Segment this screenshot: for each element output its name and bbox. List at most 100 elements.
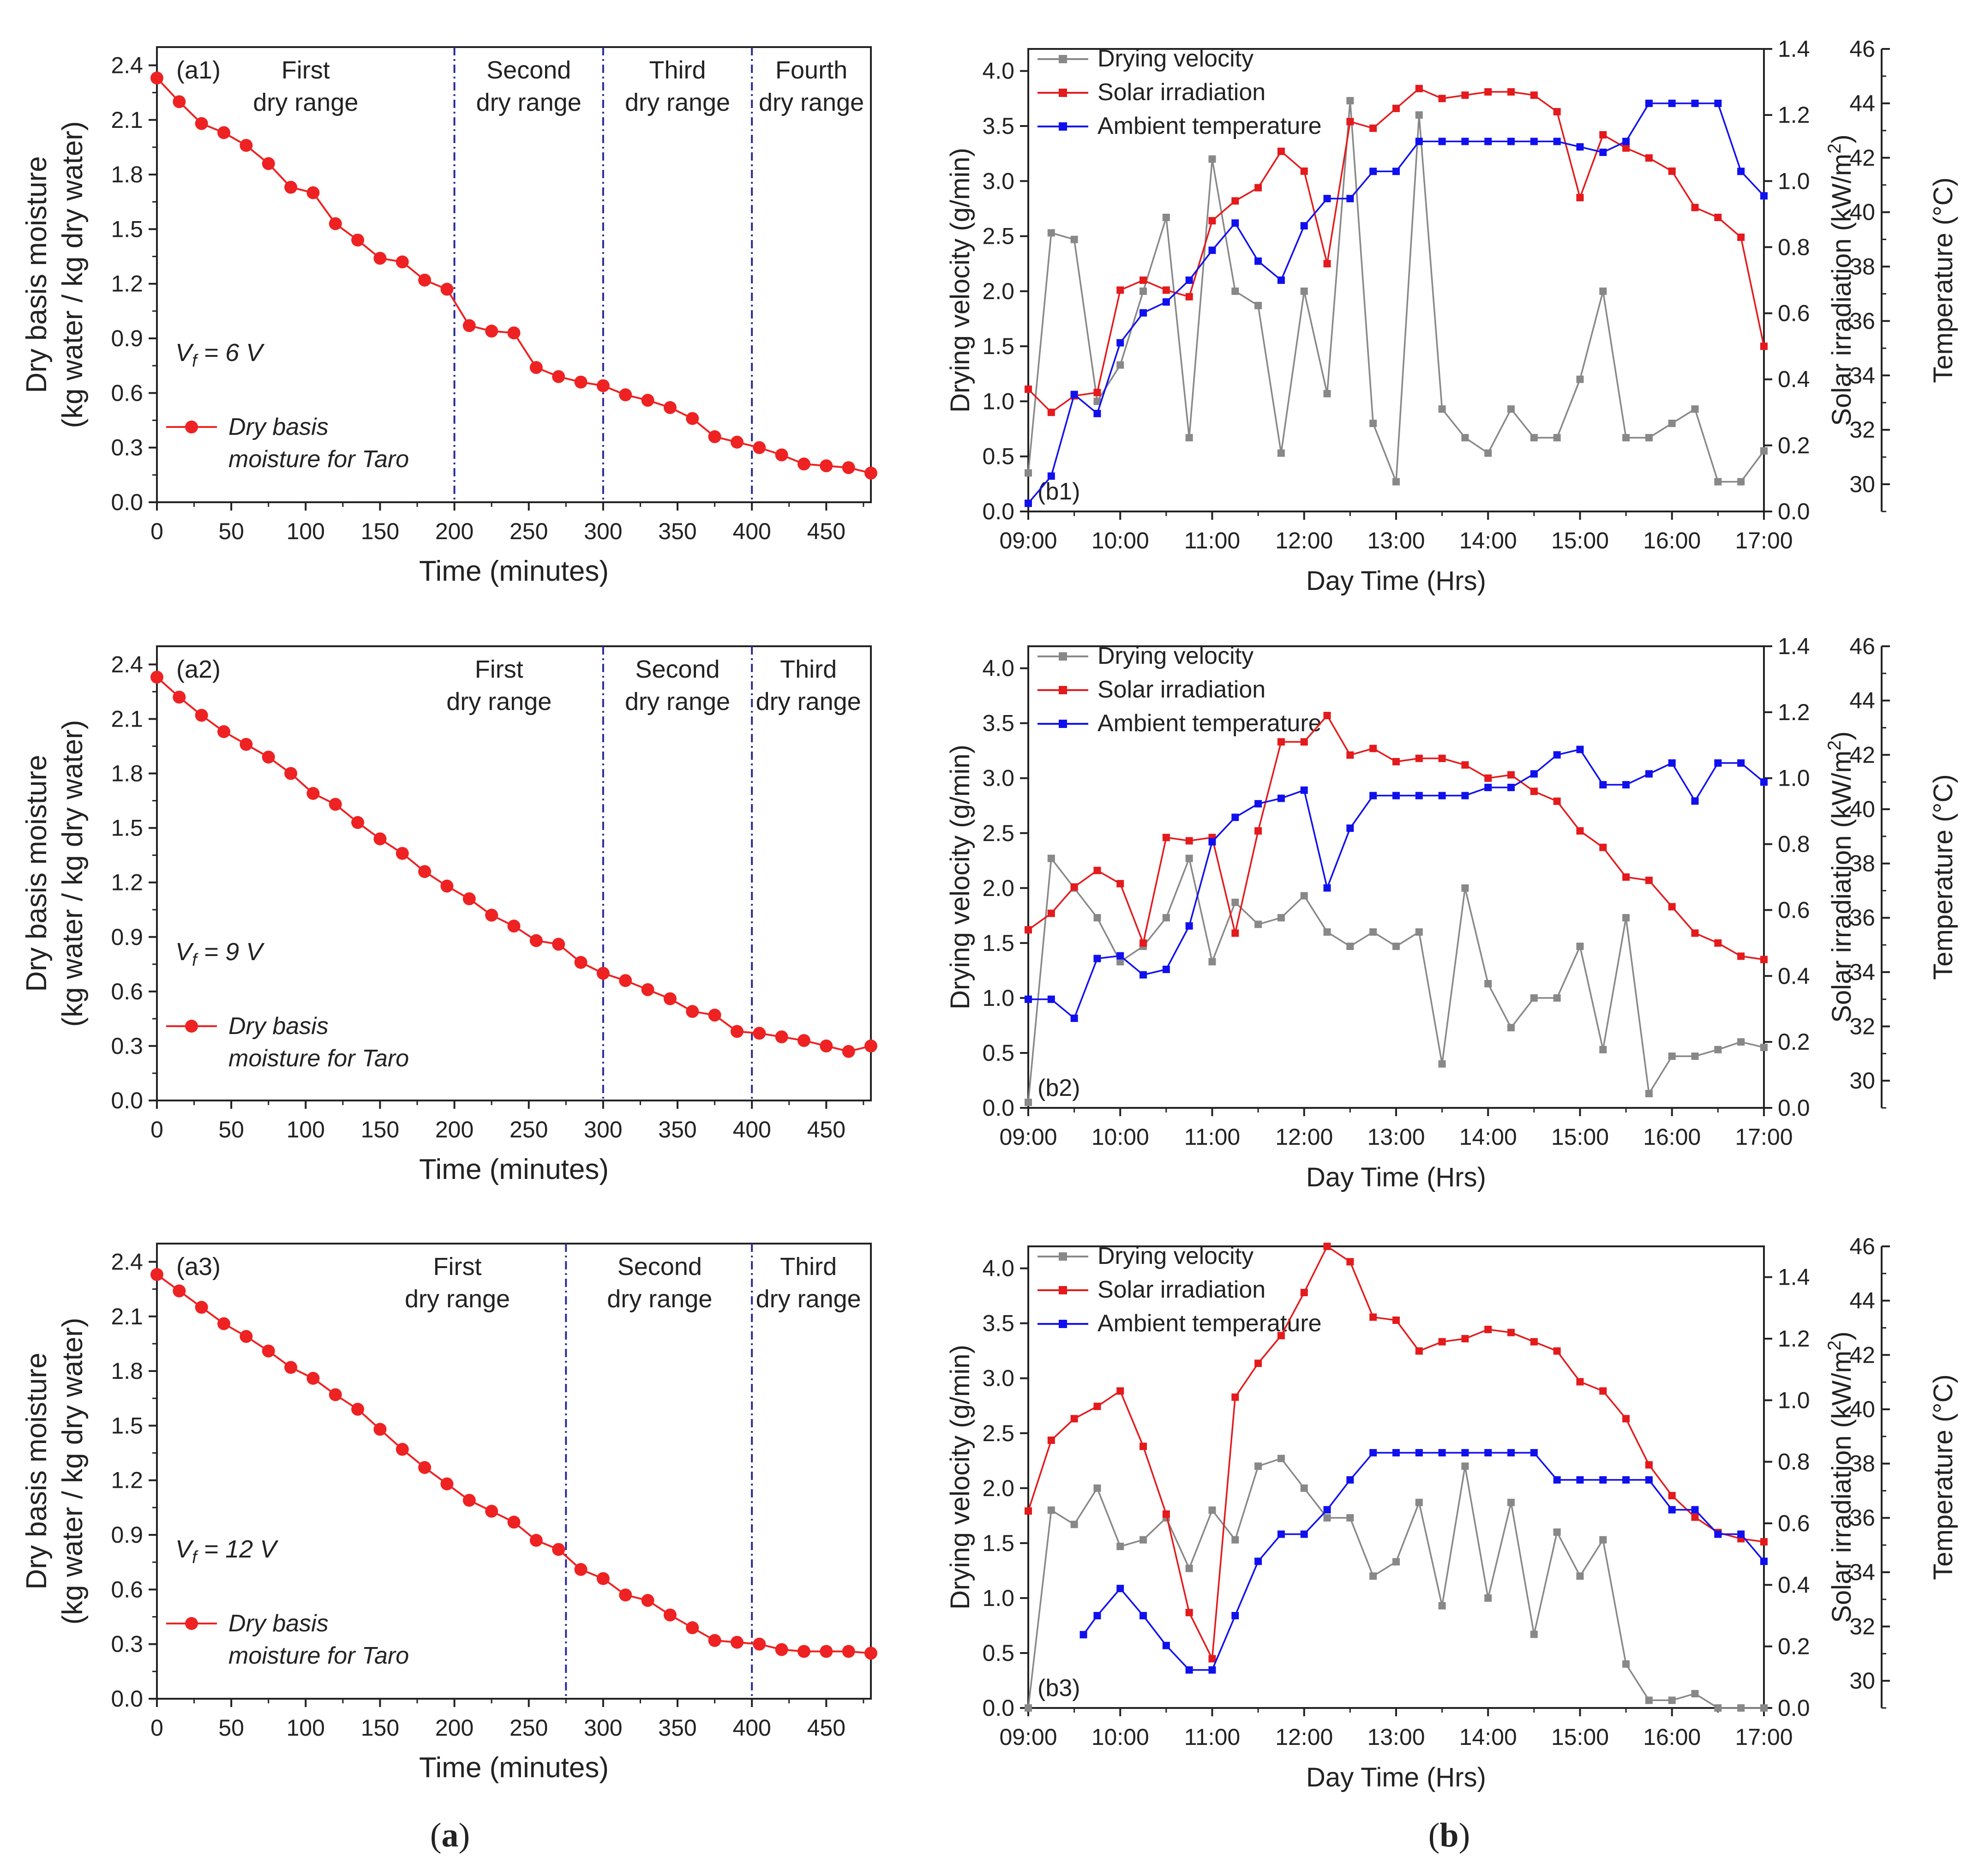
moisture-point [284, 767, 298, 780]
velocity-point [1093, 914, 1101, 922]
voltage-label: Vf = 12 V [175, 1535, 279, 1567]
moisture-point [753, 1637, 766, 1651]
temperature-point [1139, 1612, 1147, 1619]
velocity-point [1208, 155, 1216, 163]
y3-tick-label: 44 [1849, 1288, 1875, 1314]
velocity-point [1277, 914, 1285, 922]
x-axis-label: Time (minutes) [419, 1752, 609, 1784]
range-label: dry range [446, 688, 552, 716]
temperature-point [1093, 955, 1101, 962]
y-tick-label: 3.0 [982, 168, 1014, 194]
temperature-point [1116, 339, 1124, 347]
panel-label: (a3) [176, 1253, 221, 1281]
y-tick-label: 2.4 [111, 52, 143, 78]
range-label: Fourth [775, 56, 847, 84]
velocity-point [1622, 1660, 1630, 1668]
velocity-point [1737, 1704, 1745, 1712]
y2-axis-label: Solar irradiation (kW/m2) [1824, 731, 1857, 1022]
x-tick-label: 09:00 [999, 1724, 1057, 1750]
temperature-point [1346, 1476, 1354, 1484]
y-tick-label: 0.5 [982, 1040, 1014, 1066]
y2-tick-label: 1.0 [1778, 1387, 1810, 1413]
moisture-point [529, 934, 543, 947]
voltage-symbol: V [175, 1535, 194, 1563]
panel-a2: 0 50 100 150 200 250 300 350 400 450 0.0 0.3 0.6 0.9 1… [21, 645, 877, 1185]
y-tick-label: 0.5 [982, 1640, 1014, 1666]
moisture-point [820, 459, 833, 473]
temperature-point [1645, 99, 1653, 107]
velocity-point [1185, 1564, 1193, 1572]
temperature-point [1346, 824, 1354, 832]
moisture-point [306, 1371, 320, 1385]
irradiation-point [1737, 233, 1745, 241]
moisture-point [150, 1268, 163, 1281]
x-tick-label: 0 [150, 1715, 163, 1741]
panel-a3: 0 50 100 150 200 250 300 350 400 450 0.0 0.3 0.6 0.9 1… [21, 1243, 877, 1784]
moisture-point [552, 938, 565, 951]
temperature-point [1300, 222, 1308, 230]
temperature-point [1079, 1631, 1087, 1639]
velocity-point [1346, 1514, 1354, 1522]
velocity-point [1070, 1521, 1078, 1528]
irradiation-point [1369, 745, 1377, 752]
moisture-point [217, 725, 231, 738]
velocity-point [1484, 1594, 1492, 1602]
temperature-point [1668, 1506, 1676, 1514]
irradiation-point [1025, 1507, 1032, 1515]
y-tick-label: 1.8 [111, 761, 143, 787]
velocity-point [1461, 1462, 1469, 1470]
irradiation-point [1392, 1317, 1400, 1324]
legend-marker [185, 1617, 198, 1630]
moisture-point [284, 180, 298, 194]
moisture-point [462, 1494, 476, 1507]
irradiation-point [1484, 774, 1492, 782]
x-tick-label: 17:00 [1735, 528, 1793, 553]
moisture-point [373, 252, 387, 265]
x-tick-label: 12:00 [1275, 1724, 1333, 1750]
velocity-point [1668, 420, 1676, 427]
temperature-point [1760, 1557, 1768, 1565]
moisture-point [485, 1504, 498, 1518]
velocity-point [1622, 434, 1630, 442]
irradiation-point [1323, 712, 1331, 719]
temperature-point [1645, 770, 1653, 778]
y2-tick-label: 1.2 [1778, 1326, 1810, 1352]
velocity-point [1691, 405, 1699, 413]
velocity-point [1645, 1696, 1653, 1704]
x-tick-label: 14:00 [1459, 1724, 1517, 1750]
moisture-point [373, 832, 387, 846]
x-tick-label: 50 [218, 1117, 244, 1142]
velocity-point [1139, 1536, 1147, 1544]
y-tick-label: 0.3 [111, 1033, 143, 1059]
y-tick-label: 3.5 [982, 113, 1014, 139]
y-tick-label: 4.0 [982, 1256, 1014, 1281]
velocity-point [1346, 97, 1354, 105]
moisture-point [596, 379, 610, 392]
x-tick-label: 100 [287, 1117, 325, 1142]
velocity-point [1116, 361, 1124, 369]
y3-tick-label: 34 [1849, 1559, 1875, 1585]
y-axis-label-units: (kg water / kg dry water) [57, 720, 89, 1027]
legend-label: Ambient temperature [1097, 710, 1322, 737]
y3-axis-label: Temperature (°C) [1928, 774, 1958, 980]
temperature-point [1185, 922, 1193, 930]
y3-tick-label: 34 [1849, 959, 1875, 985]
panel-label: (a2) [176, 655, 221, 683]
x-tick-label: 14:00 [1459, 528, 1517, 553]
moisture-point [596, 967, 610, 980]
temperature-point [1415, 792, 1423, 800]
velocity-point [1231, 898, 1239, 906]
irradiation-point [1622, 1415, 1630, 1423]
y2-axis-label: Solar irradiation (kW/m2) [1824, 134, 1857, 426]
temperature-point [1645, 1476, 1653, 1484]
legend-label: Solar irradiation [1097, 676, 1265, 703]
temperature-point [1760, 192, 1768, 200]
temperature-point [1484, 1449, 1492, 1457]
moisture-point [864, 1647, 877, 1660]
range-label: Second [486, 56, 571, 84]
y-tick-label: 1.0 [982, 1585, 1014, 1611]
temperature-point [1530, 770, 1538, 778]
moisture-point [150, 670, 163, 684]
moisture-point [418, 273, 432, 287]
legend-label: moisture for Taro [228, 446, 409, 473]
